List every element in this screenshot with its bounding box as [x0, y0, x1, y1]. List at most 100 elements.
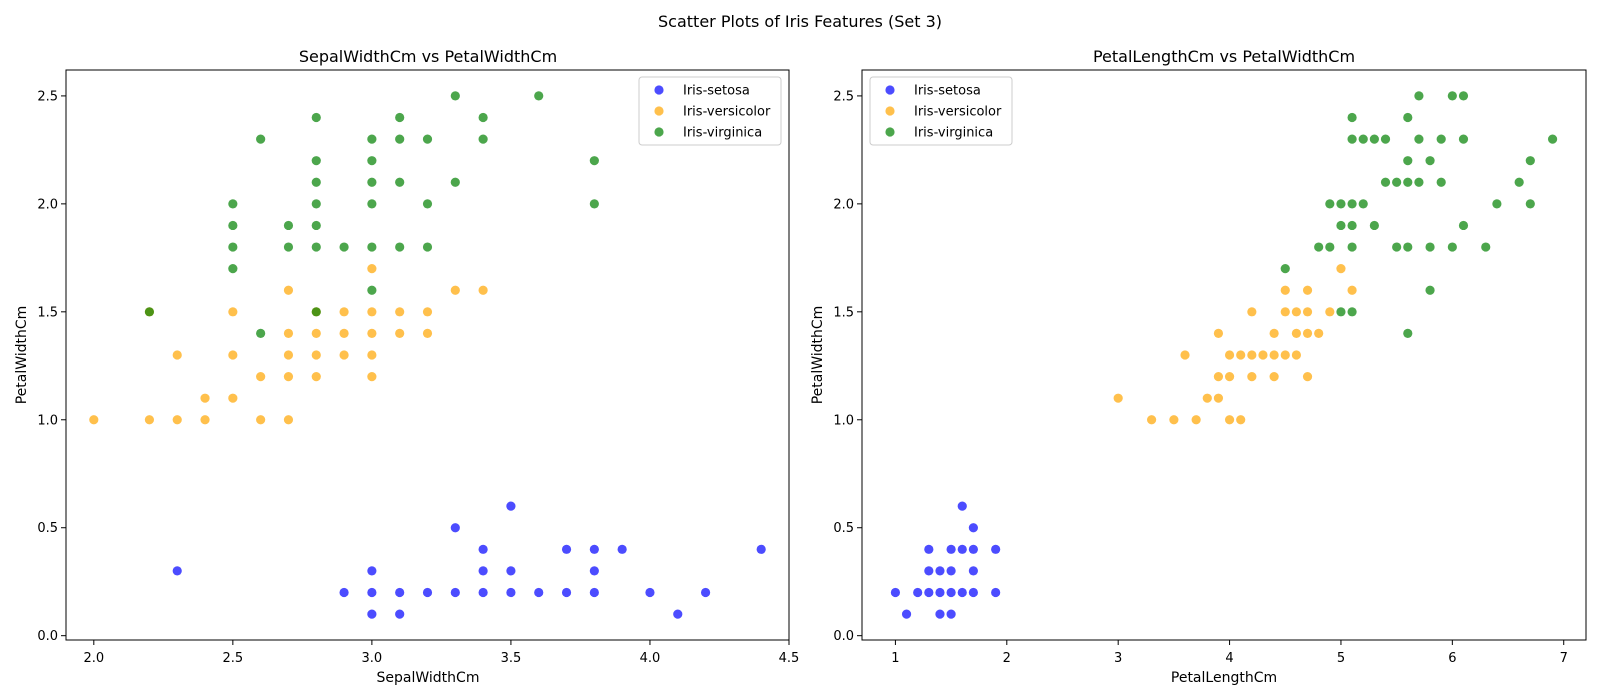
- point-iris-versicolor-8: [228, 350, 238, 360]
- point-iris-virginica-9: [1347, 220, 1357, 231]
- point-iris-versicolor-10: [256, 415, 266, 425]
- legend-frame: [869, 76, 1013, 146]
- point-iris-setosa-10: [478, 587, 488, 598]
- y-tick-label: 2.0: [833, 197, 854, 212]
- point-iris-virginica-33: [478, 112, 488, 123]
- point-iris-virginica-13: [311, 177, 321, 187]
- point-iris-setosa-0: [890, 587, 901, 598]
- x-axis-label: PetalLengthCm: [1171, 670, 1277, 686]
- point-iris-virginica-23: [1403, 177, 1413, 187]
- point-iris-setosa-2: [367, 587, 377, 598]
- point-iris-virginica-25: [1403, 112, 1413, 123]
- point-iris-versicolor-13: [283, 371, 294, 382]
- point-iris-virginica-32: [1436, 177, 1446, 187]
- point-iris-setosa-23: [645, 587, 655, 598]
- point-iris-versicolor-6: [1213, 393, 1224, 403]
- point-iris-versicolor-12: [283, 415, 294, 425]
- point-iris-setosa-1: [339, 587, 349, 598]
- axes-frame: [861, 69, 1587, 641]
- y-tick-label: 2.5: [37, 89, 58, 104]
- point-iris-virginica-17: [1380, 177, 1391, 187]
- point-iris-setosa-4: [924, 566, 934, 576]
- point-iris-setosa-4: [367, 609, 377, 619]
- legend-label-iris-setosa: Iris-setosa: [914, 84, 981, 99]
- point-iris-versicolor-20: [1269, 328, 1279, 339]
- subplot-sepalwidth-vs-petalwidth: SepalWidthCm vs PetalWidthCm 2.0 2.5 3.0 3.…: [14, 47, 799, 686]
- point-iris-virginica-12: [1347, 112, 1357, 123]
- x-tick-label: 5: [1337, 651, 1345, 666]
- point-iris-virginica-26: [395, 112, 405, 123]
- point-iris-virginica-32: [478, 134, 488, 144]
- point-iris-versicolor-33: [450, 285, 460, 295]
- legend-marker-iris-versicolor: [654, 106, 664, 116]
- point-iris-virginica-31: [1425, 156, 1435, 166]
- point-iris-setosa-8: [450, 587, 460, 598]
- point-iris-virginica-10: [311, 242, 321, 252]
- point-iris-virginica-21: [1403, 328, 1413, 339]
- point-iris-setosa-5: [395, 587, 405, 598]
- y-tick-label: 0.0: [833, 629, 854, 644]
- point-iris-virginica-10: [1347, 199, 1357, 209]
- point-iris-setosa-11: [946, 566, 956, 576]
- point-iris-setosa-18: [968, 544, 978, 554]
- point-iris-setosa-26: [756, 544, 766, 554]
- legend-label-iris-versicolor: Iris-versicolor: [683, 105, 771, 120]
- legend-marker-iris-setosa: [885, 85, 895, 95]
- point-iris-versicolor-9: [228, 307, 238, 317]
- legend: Iris-setosa Iris-versicolor Iris-virginica: [638, 76, 782, 146]
- point-iris-versicolor-17: [311, 371, 321, 382]
- point-iris-setosa-14: [506, 566, 516, 576]
- point-iris-versicolor-7: [1213, 371, 1224, 382]
- point-iris-versicolor-33: [1336, 264, 1346, 274]
- point-iris-virginica-25: [395, 134, 405, 144]
- point-iris-virginica-40: [1492, 199, 1502, 209]
- y-tick-label: 2.5: [833, 89, 854, 104]
- point-iris-versicolor-3: [172, 415, 182, 425]
- point-iris-virginica-11: [311, 220, 321, 231]
- point-iris-virginica-18: [1380, 134, 1391, 144]
- point-iris-versicolor-30: [1302, 285, 1313, 295]
- y-tick-label: 1.0: [37, 413, 58, 428]
- point-iris-virginica-15: [1369, 220, 1379, 231]
- point-iris-setosa-12: [478, 544, 488, 554]
- x-tick-label: 3.0: [362, 651, 383, 666]
- legend-frame: [638, 76, 782, 146]
- point-iris-setosa-6: [395, 609, 405, 619]
- point-iris-versicolor-19: [311, 328, 321, 339]
- point-iris-virginica-37: [1458, 134, 1469, 144]
- point-iris-setosa-25: [700, 587, 711, 598]
- point-iris-versicolor-1: [1147, 415, 1157, 425]
- point-iris-versicolor-4: [1191, 415, 1201, 425]
- point-iris-virginica-18: [367, 242, 377, 252]
- point-iris-virginica-24: [1403, 156, 1413, 166]
- point-iris-virginica-6: [256, 134, 266, 144]
- point-iris-virginica-19: [367, 199, 377, 209]
- point-iris-versicolor-5: [200, 415, 210, 425]
- point-iris-virginica-34: [534, 91, 544, 101]
- legend-marker-iris-virginica: [885, 127, 895, 137]
- point-iris-setosa-20: [991, 587, 1001, 598]
- point-iris-setosa-1: [901, 609, 912, 619]
- point-iris-setosa-0: [172, 566, 182, 576]
- point-iris-setosa-9: [450, 523, 460, 533]
- x-tick-label: 2: [1003, 651, 1011, 666]
- point-iris-virginica-0: [1280, 264, 1290, 274]
- point-iris-virginica-11: [1347, 134, 1357, 144]
- point-iris-setosa-16: [968, 587, 978, 598]
- point-iris-versicolor-16: [283, 285, 294, 295]
- point-iris-versicolor-15: [283, 328, 294, 339]
- point-iris-setosa-6: [935, 609, 945, 619]
- point-iris-setosa-24: [673, 609, 683, 619]
- point-iris-versicolor-24: [1291, 350, 1301, 360]
- point-iris-virginica-4: [1336, 307, 1346, 317]
- legend-marker-iris-virginica: [654, 127, 664, 137]
- point-iris-virginica-42: [1525, 199, 1535, 209]
- point-iris-virginica-2: [1325, 242, 1335, 252]
- point-iris-virginica-33: [1436, 134, 1446, 144]
- point-iris-setosa-18: [561, 544, 572, 554]
- figure-suptitle: Scatter Plots of Iris Features (Set 3): [658, 12, 942, 31]
- point-iris-versicolor-19: [1269, 350, 1279, 360]
- point-iris-versicolor-3: [1180, 350, 1190, 360]
- point-iris-virginica-26: [1414, 177, 1424, 187]
